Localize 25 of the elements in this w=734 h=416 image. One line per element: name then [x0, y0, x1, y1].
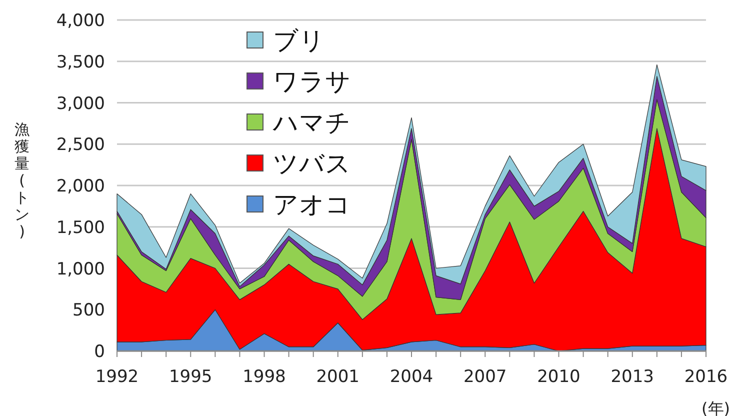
x-tick-label: 1992: [95, 367, 139, 387]
y-tick-label: 2,500: [56, 135, 105, 156]
x-axis-title: (年): [702, 399, 730, 416]
y-tick-label: 1,500: [56, 218, 105, 238]
x-tick-label: 1998: [242, 367, 286, 387]
x-tick-label: 2016: [684, 367, 728, 387]
y-tick-label: 500: [72, 300, 105, 321]
legend-label: ワラサ: [273, 67, 351, 96]
legend-label: アオコ: [273, 190, 351, 219]
legend-label: ツバス: [273, 149, 351, 178]
x-tick-label: 2007: [463, 367, 507, 387]
x-tick-label: 2001: [316, 367, 360, 387]
y-tick-label: 4,000: [56, 11, 105, 31]
x-tick-label: 2010: [537, 367, 580, 387]
y-tick-label: 3,000: [56, 94, 105, 114]
x-tick-label: 2013: [610, 367, 654, 387]
legend-label: ハマチ: [272, 108, 351, 137]
y-axis-title: 漁獲量(トン): [14, 120, 30, 240]
y-tick-label: 0: [94, 342, 105, 362]
x-tick-label: 1995: [168, 367, 212, 387]
x-tick-label: 2004: [390, 367, 434, 387]
y-tick-label: 2,000: [56, 176, 105, 196]
y-tick-label: 1,000: [56, 259, 105, 280]
legend-label: ブリ: [273, 26, 325, 55]
y-tick-label: 3,500: [56, 52, 105, 72]
